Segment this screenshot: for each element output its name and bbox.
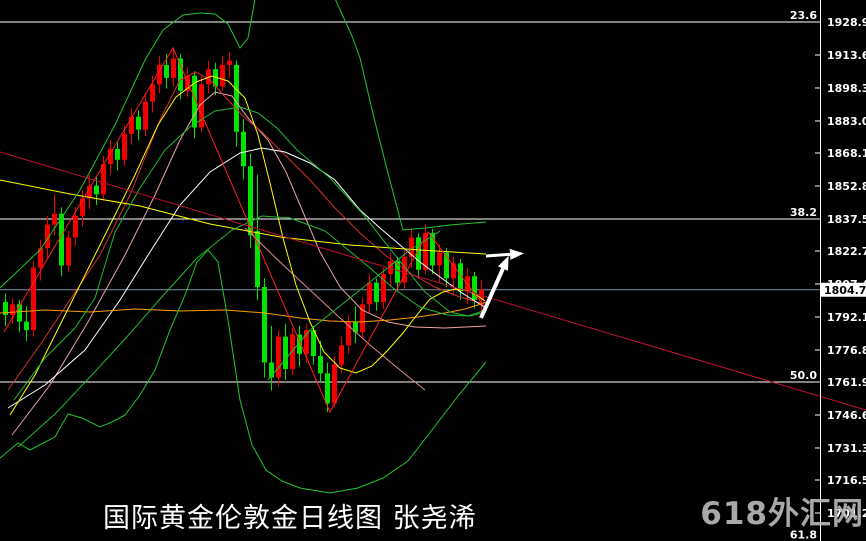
price-axis-label: 1716.50: [827, 474, 866, 487]
price-axis-label: 1761.95: [827, 376, 866, 389]
candle-down: [24, 306, 29, 341]
candle-up: [73, 207, 78, 247]
red-ma: [7, 71, 485, 391]
candle-down: [472, 271, 477, 309]
candle-down: [262, 278, 267, 378]
candle-down: [311, 325, 316, 365]
price-axis-label: 1837.55: [827, 213, 866, 226]
green-ma-fast: [13, 106, 487, 401]
fib-label-61.8: 61.8: [790, 529, 817, 541]
candle-up: [206, 60, 211, 93]
candle-up: [332, 356, 337, 408]
candle-up: [66, 230, 71, 272]
bollinger-lower: [0, 249, 487, 494]
candle-up: [479, 280, 484, 313]
green-support-line: [267, 230, 441, 381]
candle-down: [213, 62, 218, 96]
price-axis-label: 1852.85: [827, 180, 866, 193]
candle-down: [353, 306, 358, 344]
candle-down: [94, 177, 99, 206]
fibonacci-retracement: [0, 21, 820, 383]
candle-up: [220, 56, 225, 91]
candle-down: [458, 258, 463, 300]
candle-down: [234, 60, 239, 147]
green-ma-slow: [17, 215, 487, 448]
candle-up: [143, 92, 148, 137]
candle-down: [269, 325, 274, 391]
candle-up: [157, 56, 162, 93]
price-axis-label: 1868.15: [827, 147, 866, 160]
candle-up: [409, 228, 414, 268]
watermark-618waihui: 618外汇网: [700, 496, 864, 532]
fib-label-23.6: 23.6: [790, 9, 817, 22]
price-axis-label: 1928.90: [827, 16, 866, 29]
candle-down: [115, 142, 120, 171]
candle-up: [304, 323, 309, 363]
candle-up: [45, 215, 50, 259]
candle-up: [87, 174, 92, 210]
white-ma: [7, 147, 487, 409]
candle-down: [178, 54, 183, 100]
candle-up: [276, 330, 281, 387]
candle-up: [381, 267, 386, 309]
candle-down: [416, 233, 421, 279]
current-price-value: 1804.73: [824, 284, 866, 297]
candle-down: [59, 207, 64, 277]
price-axis-label: 1822.70: [827, 245, 866, 258]
descending-trendline: [0, 151, 866, 411]
candle-up: [108, 140, 113, 175]
price-axis-label: 1776.80: [827, 344, 866, 357]
candle-down: [318, 340, 323, 382]
up-arrow-annotation: [479, 255, 509, 319]
candle-up: [171, 47, 176, 87]
up-arrow-annotation: [485, 248, 524, 260]
fib-label-38.2: 38.2: [790, 206, 817, 219]
candle-up: [339, 336, 344, 374]
indicator-overlays: [0, 0, 487, 494]
pink-ma-slow: [244, 227, 426, 391]
price-axis-label: 1898.30: [827, 82, 866, 95]
candle-down: [374, 278, 379, 311]
candle-up: [122, 125, 127, 167]
candle-down: [325, 362, 330, 413]
price-axis-label: 1792.10: [827, 311, 866, 324]
candle-down: [444, 248, 449, 288]
candle-up: [402, 250, 407, 290]
candle-up: [367, 274, 372, 313]
candle-down: [395, 256, 400, 292]
price-axis-label: 1746.65: [827, 409, 866, 422]
fib-label-50.0: 50.0: [790, 369, 817, 382]
bollinger-upper: [0, 0, 487, 289]
yellow-ma-slow: [0, 179, 487, 255]
candle-down: [248, 153, 253, 249]
candle-up: [227, 51, 232, 78]
candle-up: [129, 108, 134, 145]
candle-up: [31, 261, 36, 337]
price-axis-label: 1731.35: [827, 442, 866, 455]
current-price-badge: [821, 282, 866, 297]
candle-up: [101, 155, 106, 201]
candle-up: [38, 239, 43, 281]
candle-down: [297, 325, 302, 367]
candle-up: [290, 327, 295, 376]
candle-down: [241, 118, 246, 180]
price-axis-label: 1913.60: [827, 49, 866, 62]
candle-down: [3, 293, 8, 326]
candle-up: [388, 252, 393, 288]
orange-ma: [0, 301, 487, 323]
candle-down: [283, 323, 288, 380]
zigzag-line: [3, 46, 485, 414]
candles: [3, 47, 484, 413]
chart-title: 国际黄金伦敦金日线图 张尧浠: [103, 503, 477, 534]
price-axis-label: 1883.00: [827, 115, 866, 128]
price-axis[interactable]: [815, 0, 821, 541]
price-axis-label: 1701.20: [827, 507, 866, 520]
candle-down: [255, 174, 260, 300]
candle-up: [10, 297, 15, 324]
candle-up: [360, 297, 365, 339]
candle-down: [136, 110, 141, 141]
